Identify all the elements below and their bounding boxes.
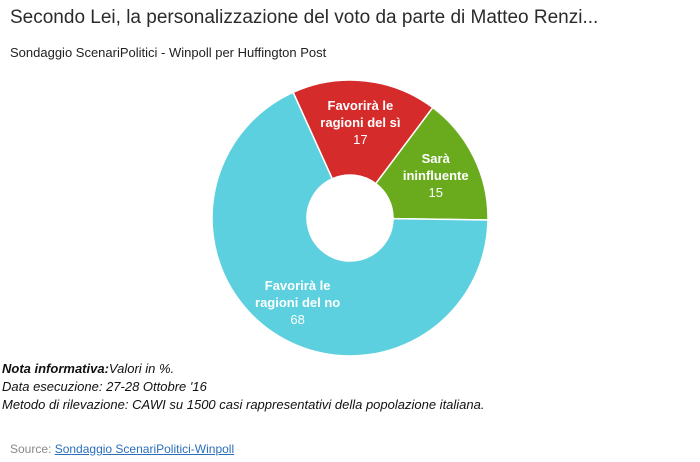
donut-slice-label-line: ragioni del sì: [320, 115, 400, 130]
metodo-rilevazione: Metodo di rilevazione: CAWI su 1500 casi…: [2, 397, 485, 412]
donut-slice-value: 15: [428, 185, 442, 200]
nota-informativa-label: Nota informativa:: [2, 361, 109, 376]
source-link[interactable]: Sondaggio ScenariPolitici-Winpoll: [54, 442, 235, 456]
donut-slice-label-line: Favorirà le: [265, 278, 331, 293]
donut-slice-label-2: Favorirà le ragioni del no 68: [255, 278, 340, 327]
notes-block: Nota informativa:Valori in %. Data esecu…: [2, 360, 485, 414]
donut-slice-label-line: Favorirà le: [328, 98, 394, 113]
chart-title: Secondo Lei, la personalizzazione del vo…: [10, 7, 599, 28]
donut-slices: [211, 79, 489, 357]
nota-informativa-line: Nota informativa:Valori in %.: [2, 360, 485, 378]
donut-slice-label-1: Sarà ininfluente 15: [403, 151, 469, 200]
donut-slice-0[interactable]: [292, 79, 434, 185]
data-esecuzione: Data esecuzione: 27-28 Ottobre '16: [2, 379, 207, 394]
donut-slice-value: 68: [290, 312, 304, 327]
nota-informativa-text: Valori in %.: [108, 361, 175, 376]
donut-slice-1[interactable]: [374, 106, 489, 221]
donut-slice-label-line: Sarà: [422, 151, 451, 166]
donut-labels: Favorirà le ragioni del sì 17 Sarà ininfluen…: [255, 98, 469, 327]
donut-slice-label-line: ininfluente: [403, 168, 469, 183]
donut-slice-2[interactable]: [211, 91, 489, 357]
chart-subtitle: Sondaggio ScenariPolitici - Winpoll per …: [10, 45, 327, 60]
donut-slice-value: 17: [353, 132, 367, 147]
source-line: Source: Sondaggio ScenariPolitici-Winpol…: [10, 442, 234, 456]
donut-slice-label-0: Favorirà le ragioni del sì 17: [320, 98, 400, 147]
source-label: Source:: [10, 442, 55, 456]
donut-slice-label-line: ragioni del no: [255, 295, 340, 310]
